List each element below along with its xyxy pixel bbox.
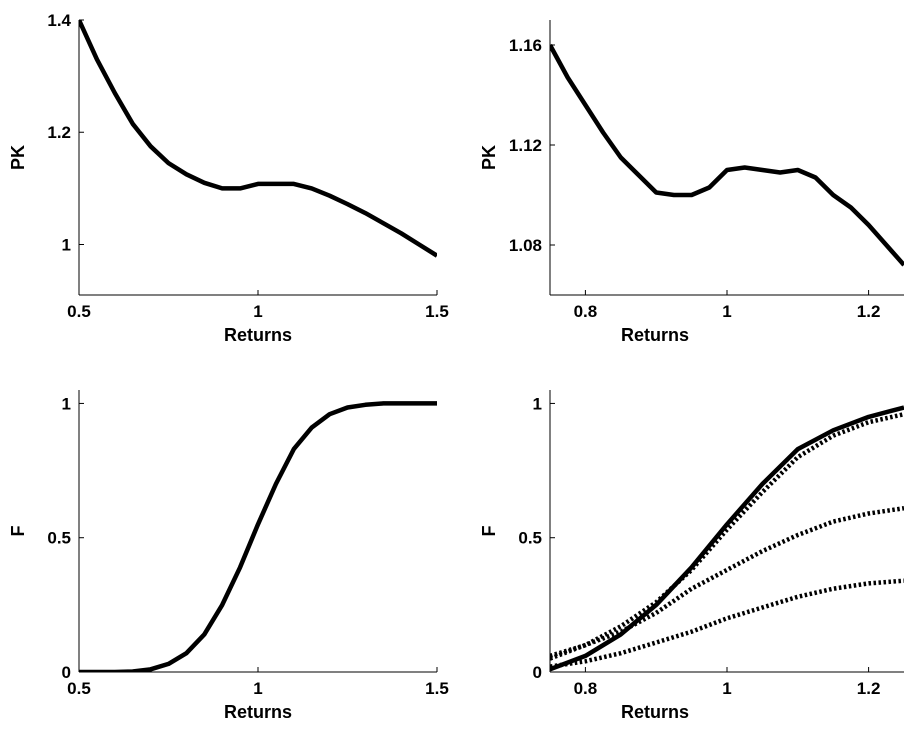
y-axis-label-1: PK <box>479 145 499 170</box>
y-tick-label-1-2: 1.16 <box>509 36 542 55</box>
x-tick-label-0-1: 1 <box>253 302 262 321</box>
y-tick-label-0-1: 1.2 <box>47 123 71 142</box>
x-tick-label-3-2: 1.2 <box>857 679 881 698</box>
x-tick-label-3-0: 0.8 <box>574 679 598 698</box>
series-line-3-1 <box>550 412 904 661</box>
y-tick-label-2-0: 0 <box>62 663 71 682</box>
series-line-3-3 <box>550 578 904 669</box>
y-tick-label-0-0: 1 <box>62 235 71 254</box>
series-line-0-0 <box>79 20 437 258</box>
x-tick-label-2-0: 0.5 <box>67 679 91 698</box>
x-axis-label-2: Returns <box>224 702 292 722</box>
y-tick-label-3-0: 0 <box>533 663 542 682</box>
series-line-3-0 <box>550 405 904 672</box>
y-axis-label-0: PK <box>8 145 28 170</box>
series-line-3-2 <box>550 505 904 659</box>
y-tick-label-0-2: 1.4 <box>47 11 71 30</box>
x-tick-label-2-2: 1.5 <box>425 679 449 698</box>
x-axis-label-3: Returns <box>621 702 689 722</box>
x-tick-label-2-1: 1 <box>253 679 262 698</box>
x-tick-label-1-2: 1.2 <box>857 302 881 321</box>
y-axis-label-3: F <box>479 526 499 537</box>
y-tick-label-3-2: 1 <box>533 394 542 413</box>
x-tick-label-3-1: 1 <box>722 679 731 698</box>
y-axis-label-2: F <box>8 526 28 537</box>
x-axis-label-0: Returns <box>224 325 292 345</box>
y-tick-label-1-1: 1.12 <box>509 136 542 155</box>
x-axis-label-1: Returns <box>621 325 689 345</box>
x-tick-label-1-0: 0.8 <box>574 302 598 321</box>
x-tick-label-1-1: 1 <box>722 302 731 321</box>
y-tick-label-2-2: 1 <box>62 394 71 413</box>
series-line-2-0 <box>79 401 437 672</box>
x-tick-label-0-2: 1.5 <box>425 302 449 321</box>
x-tick-label-0-0: 0.5 <box>67 302 91 321</box>
series-line-1-0 <box>550 43 904 267</box>
y-tick-label-1-0: 1.08 <box>509 236 542 255</box>
y-tick-label-2-1: 0.5 <box>47 529 71 548</box>
y-tick-label-3-1: 0.5 <box>518 529 542 548</box>
